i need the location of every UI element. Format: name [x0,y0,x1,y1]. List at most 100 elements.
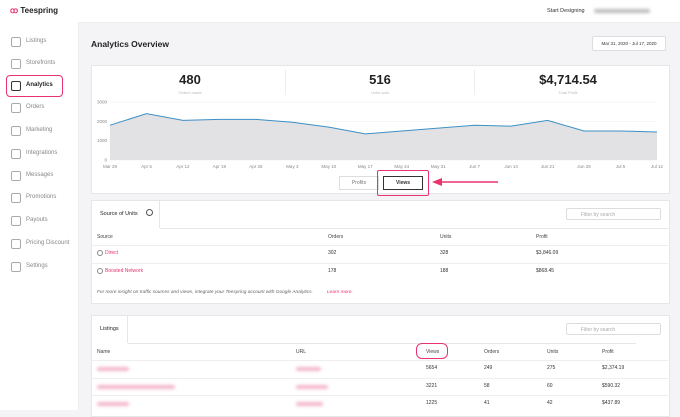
x-tick-label: Jun 14 [504,164,518,169]
account-email [594,9,650,13]
nav-item[interactable]: Messages [26,172,54,178]
source-link[interactable]: Direct [105,250,119,256]
x-tick-label: Jul 5 [616,164,626,169]
logo[interactable]: ꝏ Teespring [10,6,59,15]
y-tick-label: 1000 [97,138,108,143]
stat-label: Total Profit [558,90,578,95]
nav-icon [11,239,21,249]
nav-icon [11,216,21,226]
nav-item[interactable]: Marketing [26,127,53,133]
date-picker[interactable]: Mar 31, 2020 - Jul 17, 2020 [592,36,666,51]
nav-icon [11,103,21,113]
views-toggle[interactable]: Views [383,176,423,190]
cell: 41 [484,400,490,406]
row-divider [91,262,668,264]
cell: $590.32 [602,382,621,389]
x-tick-label: Apr 5 [141,164,152,169]
profits-toggle[interactable]: Profits [339,176,379,190]
stat-label: Units sold [371,90,389,95]
stat-label: Orders made [178,90,202,95]
y-tick-label: 3000 [97,100,108,105]
x-tick-label: Apr 26 [249,164,263,169]
search-box[interactable]: Filter by search [566,323,661,335]
nav-icon [11,81,21,91]
x-tick-label: Jun 28 [577,164,591,169]
nav-icon [11,59,21,69]
nav-icon [11,193,21,203]
cell: 178 [328,267,337,274]
chart: 0 1000 2000 3000 Mar 29 Apr 5 Apr 12 Apr 19 Apr … [97,100,664,170]
tab-divider [128,343,636,344]
nav-item[interactable]: Payouts [26,217,48,223]
x-tick-label: Jun 7 [469,164,481,169]
cell: $3,846.09 [536,250,559,256]
source-link[interactable]: Boosted Network [105,267,144,274]
column-header[interactable]: Orders [484,349,500,355]
nav-item[interactable]: Pricing Discount [26,240,70,246]
source-info [146,209,153,216]
stat-value: 480 [179,72,201,87]
column-header[interactable]: Views [426,349,440,355]
row-divider [91,245,668,246]
active-outline [6,75,63,97]
line [109,113,658,135]
y-tick-label: 0 [104,158,107,163]
stat-value: $4,714.54 [539,72,597,87]
column-header[interactable]: Name [97,349,111,355]
views-highlight [416,343,448,359]
nav-item[interactable]: Listings [26,38,47,44]
start-designing[interactable]: Start Designing [547,8,585,14]
x-tick-label: May 10 [321,164,336,169]
column-header[interactable]: Source [97,234,113,240]
nav-icon [11,126,21,136]
cell: 302 [328,250,337,256]
cell: 42 [547,400,553,406]
column-header[interactable]: Profit [602,349,614,355]
y-tick-label: 2000 [97,119,108,124]
tab[interactable]: Source of Units [92,200,160,228]
arrow [432,178,498,186]
info-icon [97,250,103,256]
cell: $2,374.19 [602,365,625,371]
x-tick-label: May 31 [431,164,446,169]
learn-more[interactable]: Learn more. [327,290,353,295]
x-tick-label: Jul 12 [651,164,664,169]
cell: 188 [440,267,449,274]
cell: 58 [484,382,490,389]
row-divider [91,377,668,379]
cell: 249 [484,365,493,371]
nav-item[interactable]: Integrations [26,150,58,156]
x-tick-label: May 24 [394,164,409,169]
info-icon [97,267,103,274]
nav-item[interactable]: Promotions [26,194,57,200]
row-divider [91,360,668,361]
cell: $437.89 [602,400,621,406]
nav-item[interactable]: Analytics [26,82,53,88]
column-header[interactable]: Units [547,349,559,355]
column-header[interactable]: Profit [536,234,548,240]
cell: 275 [547,365,556,371]
nav-item[interactable]: Settings [26,263,48,269]
nav-icon [11,37,21,47]
column-header[interactable]: Units [440,234,452,240]
nav-icon [11,171,21,181]
top-bar [0,0,680,23]
nav-item[interactable]: Storefronts [26,60,56,66]
sources-card [91,200,670,304]
tab[interactable]: Listings [92,315,128,343]
blurred-name [97,367,129,371]
page-title: Analytics Overview [91,39,169,49]
nav-icon [11,149,21,159]
blurred-url [296,384,328,389]
cell: 3221 [426,382,438,389]
nav-item[interactable]: Orders [26,104,45,110]
stat-divider [285,70,286,95]
column-header[interactable]: Orders [328,234,344,240]
cell: 328 [440,250,449,256]
search-box[interactable]: Filter by search [566,208,661,220]
cell: 5654 [426,365,438,371]
footnote: For more insight on traffic sources and … [97,290,313,295]
blurred-url [296,367,321,371]
column-header[interactable]: URL [296,349,307,355]
